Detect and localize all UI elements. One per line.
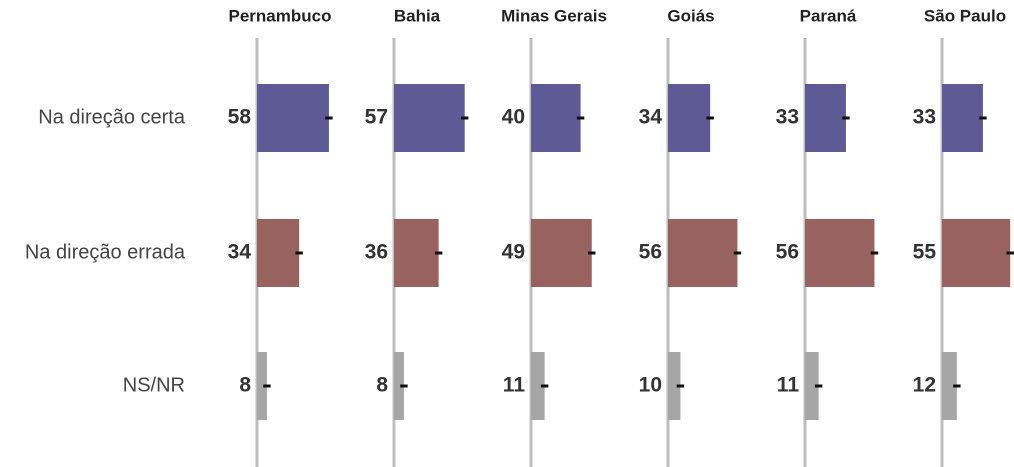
category-label: Na direção errada [25,241,186,263]
value-label: 12 [913,374,936,397]
value-label: 33 [776,106,799,129]
bar [531,219,592,287]
value-label: 33 [913,106,936,129]
value-label: 11 [503,374,526,397]
bar [257,219,300,287]
panel-title: Goiás [667,6,714,25]
panel-title: São Paulo [924,6,1006,25]
bar [531,352,545,420]
bar [394,84,465,152]
bar [668,84,711,152]
bar [394,219,439,287]
bar [531,84,581,152]
value-label: 57 [365,106,388,129]
panel-title: Pernambuco [229,6,332,25]
bar [668,219,738,287]
bar [942,84,983,152]
value-label: 8 [376,374,388,397]
value-label: 8 [239,374,251,397]
value-label: 11 [777,374,800,397]
category-label: Na direção certa [38,106,186,128]
value-label: 34 [228,241,252,264]
value-label: 58 [228,106,252,129]
bar [942,219,1011,287]
bar [394,352,404,420]
panel-title: Bahia [394,6,441,25]
bar [942,352,957,420]
panel-title: Minas Gerais [501,6,607,25]
value-label: 34 [639,106,663,129]
bar [257,352,267,420]
value-label: 56 [639,241,662,264]
bar [805,352,819,420]
value-label: 49 [502,241,525,264]
value-label: 55 [913,241,937,264]
value-label: 10 [639,374,662,397]
value-label: 36 [365,241,388,264]
bar [668,352,681,420]
value-label: 56 [776,241,799,264]
bar [805,84,846,152]
bar [805,219,875,287]
category-label: NS/NR [123,374,185,396]
value-label: 40 [502,106,525,129]
bar [257,84,329,152]
panel-title: Paraná [800,6,857,25]
